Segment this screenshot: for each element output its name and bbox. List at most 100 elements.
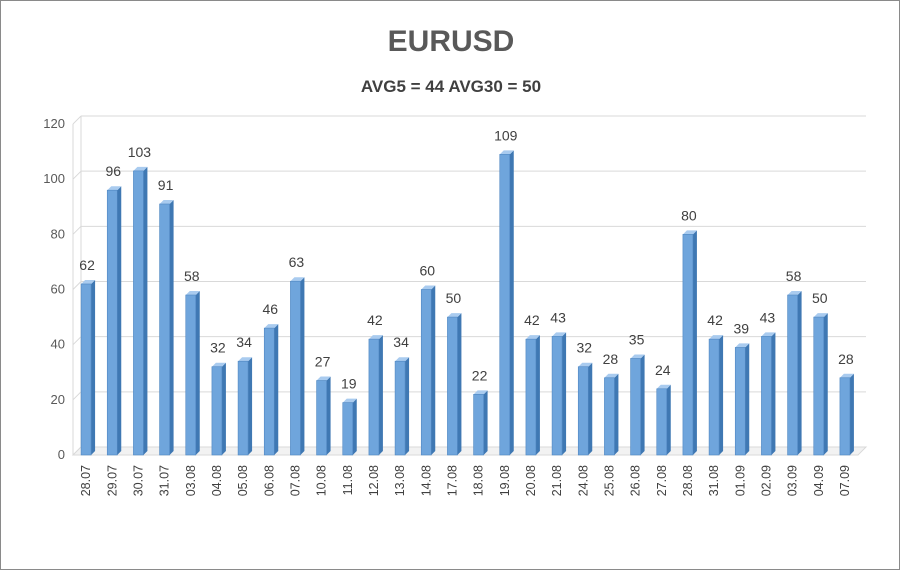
- bar-side: [771, 332, 776, 455]
- data-label: 32: [576, 340, 592, 356]
- data-label: 34: [236, 334, 252, 350]
- x-tick-label: 31.08: [707, 465, 721, 496]
- bar-side: [91, 279, 96, 455]
- bar-side: [849, 373, 854, 455]
- x-tick-label: 12.08: [367, 465, 381, 496]
- bar: [290, 280, 301, 456]
- gridline-side: [72, 170, 82, 180]
- gridline-side: [72, 336, 82, 346]
- bar: [734, 347, 746, 456]
- bar: [761, 336, 772, 456]
- bar-side: [352, 398, 357, 455]
- y-tick-label: 20: [51, 392, 65, 407]
- bar-top: [787, 291, 802, 296]
- bar-side: [745, 343, 750, 455]
- bar-top: [578, 362, 593, 367]
- bar-top: [395, 357, 410, 362]
- bar-side: [797, 291, 802, 455]
- x-tick-label: 26.08: [629, 465, 643, 496]
- data-label: 62: [79, 257, 95, 273]
- bar-side: [431, 285, 436, 455]
- bar-side: [378, 335, 383, 455]
- data-label: 60: [419, 263, 435, 279]
- x-tick-label: 31.07: [158, 465, 172, 496]
- data-label: 34: [393, 334, 409, 350]
- bar: [708, 338, 720, 456]
- bar-side: [221, 362, 226, 455]
- bar: [630, 358, 641, 456]
- data-label: 32: [210, 340, 226, 356]
- bar-side: [300, 277, 305, 455]
- x-tick-label: 13.08: [393, 465, 407, 496]
- data-label: 28: [838, 351, 854, 367]
- y-tick-label: 40: [51, 337, 65, 352]
- bar-top: [839, 373, 854, 378]
- x-tick-label: 04.09: [812, 465, 826, 496]
- y-tick-label: 60: [51, 282, 65, 297]
- gridline-side: [72, 115, 82, 125]
- bar-side: [248, 357, 253, 455]
- bar: [237, 360, 249, 456]
- bar-side: [562, 332, 567, 455]
- data-label: 42: [524, 312, 540, 328]
- bar-top: [552, 332, 567, 337]
- bar-top: [604, 373, 619, 378]
- x-tick-label: 18.08: [472, 465, 486, 496]
- data-label: 24: [655, 362, 671, 378]
- data-label: 42: [367, 312, 383, 328]
- data-label: 109: [494, 127, 518, 143]
- bar: [263, 327, 275, 456]
- bar: [525, 338, 537, 456]
- bar-top: [368, 335, 383, 340]
- bar-top: [159, 199, 174, 204]
- bar: [159, 203, 170, 456]
- bar-top: [185, 291, 200, 296]
- gridline-side: [72, 391, 82, 401]
- bar: [394, 360, 406, 456]
- x-tick-label: 03.09: [786, 465, 800, 496]
- bar: [80, 283, 92, 456]
- data-label: 80: [681, 207, 697, 223]
- data-label: 46: [262, 301, 278, 317]
- bar-top: [107, 186, 122, 191]
- bar: [420, 289, 432, 456]
- x-tick-label: 14.08: [419, 465, 433, 496]
- bar: [656, 388, 668, 456]
- bar: [682, 234, 694, 456]
- x-tick-label: 24.08: [576, 465, 590, 496]
- data-label: 43: [550, 309, 566, 325]
- x-tick-label: 17.08: [445, 465, 459, 496]
- bar-side: [614, 373, 619, 455]
- bar-top: [656, 384, 671, 389]
- bar-top: [316, 376, 331, 381]
- x-tick-label: 06.08: [262, 465, 276, 496]
- data-label: 39: [733, 320, 749, 336]
- bar: [368, 338, 380, 456]
- bar: [839, 377, 851, 456]
- bar-top: [630, 354, 645, 359]
- bar: [106, 189, 118, 456]
- bar-side: [457, 313, 462, 455]
- x-tick-label: 27.08: [655, 465, 669, 496]
- bar-side: [143, 166, 148, 455]
- data-label: 28: [603, 351, 619, 367]
- bar-top: [264, 324, 279, 329]
- bar-top: [709, 335, 724, 340]
- bar-side: [666, 384, 671, 455]
- chart-title: EURUSD: [387, 25, 515, 58]
- bar: [787, 294, 798, 456]
- bar-side: [405, 357, 410, 455]
- bar: [133, 170, 144, 456]
- bar-side: [719, 335, 724, 455]
- bar: [447, 316, 458, 456]
- data-label: 19: [341, 376, 357, 392]
- x-tick-label: 20.08: [524, 465, 538, 496]
- x-tick-label: 28.07: [79, 465, 93, 496]
- bar-top: [682, 230, 697, 235]
- gridline-side: [72, 225, 82, 235]
- chart-subtitle: AVG5 = 44 AVG30 = 50: [360, 77, 542, 96]
- bar: [604, 377, 615, 456]
- bar-side: [535, 335, 540, 455]
- y-tick-label: 80: [51, 226, 65, 241]
- x-tick-label: 05.08: [236, 465, 250, 496]
